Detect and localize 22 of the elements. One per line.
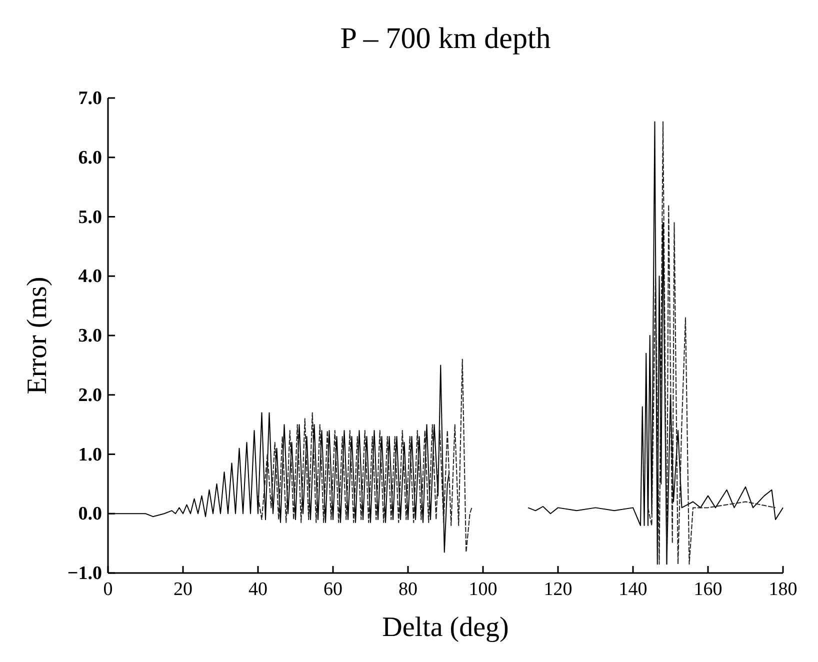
y-axis-title: Error (ms) — [22, 276, 53, 394]
y-tick-label: 4.0 — [78, 266, 102, 288]
x-tick-label: 160 — [694, 579, 722, 600]
y-tick-label: 1.0 — [78, 444, 102, 466]
y-tick-label: 3.0 — [78, 326, 102, 346]
x-tick-label: 40 — [248, 579, 268, 600]
y-tick-label: 7.0 — [78, 88, 102, 109]
x-tick-label: 120 — [544, 579, 572, 600]
x-tick-label: 20 — [174, 579, 192, 600]
y-tick-label: 0.0 — [78, 504, 102, 525]
chart-title: P – 700 km depth — [340, 22, 551, 55]
x-tick-label: 80 — [398, 579, 418, 600]
x-tick-label: 100 — [468, 579, 498, 600]
y-tick-label: 5.0 — [78, 206, 102, 228]
y-tick-label: 2.0 — [78, 384, 102, 406]
y-tick-label: 6.0 — [78, 147, 102, 168]
x-axis-title: Delta (deg) — [382, 612, 509, 643]
x-tick-label: 60 — [324, 579, 342, 600]
x-tick-label: 140 — [618, 579, 648, 600]
y-tick-label: −1.0 — [67, 563, 102, 584]
x-tick-label: 0 — [103, 579, 113, 600]
x-tick-label: 180 — [768, 579, 798, 600]
